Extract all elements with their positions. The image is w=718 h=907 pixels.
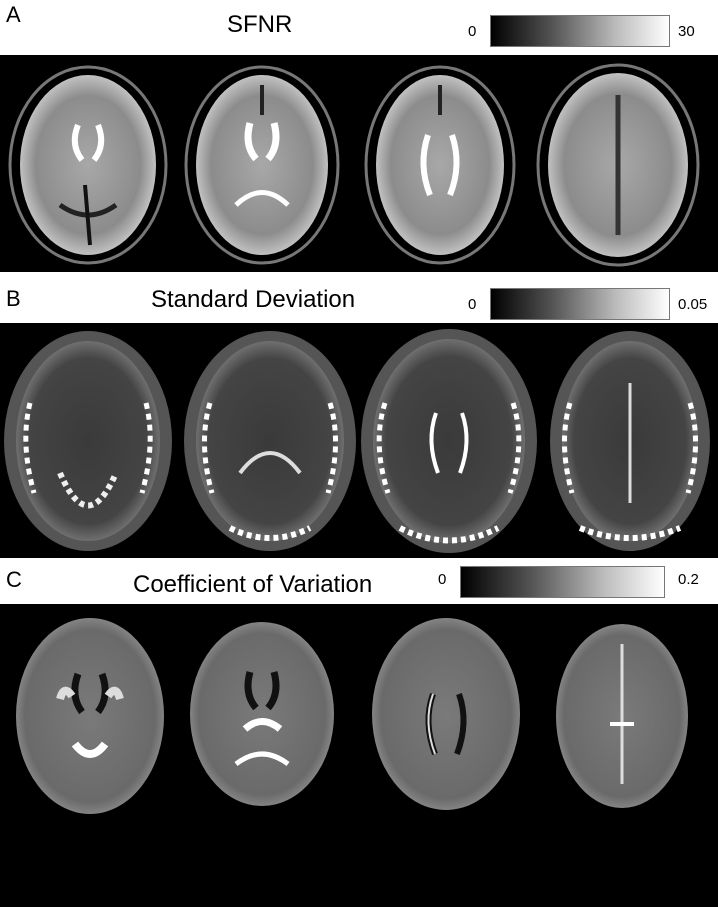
panel-title: Coefficient of Variation <box>133 571 373 598</box>
brain-slice-1 <box>8 65 168 265</box>
brain-slice-4 <box>550 331 710 551</box>
colorbar-max-label: 0.05 <box>678 296 708 313</box>
panel-coefficient-of-variation: C Coefficient of Variation 0 0.2 <box>0 564 718 907</box>
brain-slices-svg <box>0 55 718 272</box>
colorbar-min-label: 0 <box>468 23 477 40</box>
brain-image-strip <box>0 604 718 907</box>
brain-slice-2 <box>184 65 340 265</box>
panel-standard-deviation: B Standard Deviation 0 0.05 <box>0 283 718 564</box>
colorbar <box>490 288 670 320</box>
brain-slice-2 <box>184 331 356 551</box>
panel-letter: B <box>6 286 21 311</box>
brain-slice-4 <box>556 624 688 808</box>
brain-slice-2 <box>190 622 334 806</box>
brain-slice-4 <box>536 63 700 267</box>
panel-title: Standard Deviation <box>151 286 356 313</box>
panel-letter: C <box>6 567 22 592</box>
brain-slices-svg <box>0 604 718 907</box>
brain-image-strip <box>0 55 718 272</box>
brain-slice-3 <box>372 618 520 810</box>
brain-slices-svg <box>0 323 718 558</box>
brain-slice-3 <box>361 329 537 553</box>
colorbar-max-label: 30 <box>678 23 695 40</box>
colorbar-min-label: 0 <box>468 296 477 313</box>
brain-slice-3 <box>364 65 516 265</box>
colorbar-min-label: 0 <box>438 571 447 588</box>
colorbar <box>460 566 665 598</box>
panel-title: SFNR <box>227 11 293 38</box>
colorbar-max-label: 0.2 <box>678 571 699 588</box>
panel-sfnr: A SFNR 0 30 <box>0 0 718 283</box>
panel-letter: A <box>6 2 21 27</box>
colorbar <box>490 15 670 47</box>
brain-slice-1 <box>4 331 172 551</box>
brain-slice-1 <box>16 618 164 814</box>
brain-image-strip <box>0 323 718 558</box>
